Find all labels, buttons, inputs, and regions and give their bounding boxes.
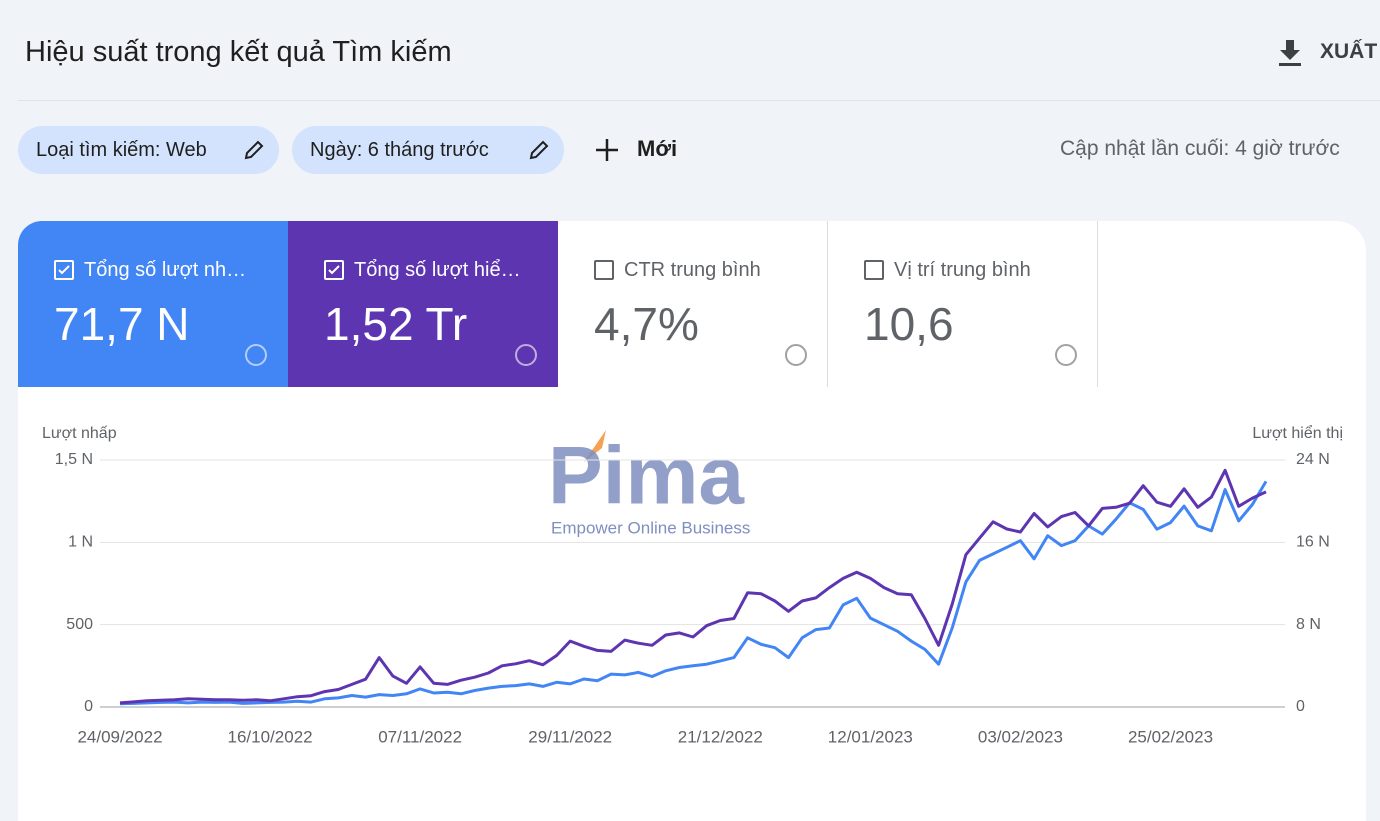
card-label: Vị trí trung bình	[894, 259, 1031, 281]
metric-card[interactable]: Tổng số lượt hiể… 1,52 Tr	[288, 221, 558, 387]
watermark-tagline: Empower Online Business	[551, 518, 750, 537]
y2-tick-label: 0	[1296, 698, 1305, 715]
checkbox	[324, 260, 344, 280]
chip-label: Ngày: 6 tháng trước	[310, 139, 489, 161]
help-icon	[245, 344, 267, 366]
download-icon[interactable]	[1278, 40, 1302, 66]
x-tick-label: 16/10/2022	[228, 727, 313, 746]
metric-card[interactable]: CTR trung bình 4,7%	[558, 221, 828, 387]
chip-label: Loại tìm kiếm: Web	[36, 139, 207, 161]
y2-tick-label: 8 N	[1296, 616, 1321, 633]
card-value: 4,7%	[594, 298, 699, 350]
page: Hiệu suất trong kết quả Tìm kiếm XUẤT Lo…	[18, 36, 1380, 821]
help-icon	[785, 344, 807, 366]
card-value: 1,52 Tr	[324, 298, 468, 350]
y-tick-label: 1,5 N	[55, 451, 93, 468]
x-tick-label: 29/11/2022	[528, 727, 612, 746]
x-tick-label: 12/01/2023	[828, 727, 913, 746]
add-icon[interactable]	[596, 139, 618, 161]
x-tick-label: 07/11/2022	[378, 727, 462, 746]
divider	[18, 100, 1380, 101]
check-path	[328, 265, 340, 275]
x-tick-label: 21/12/2022	[678, 727, 763, 746]
card-label: Tổng số lượt hiể…	[354, 259, 521, 281]
y2-tick-label: 16 N	[1296, 534, 1330, 551]
y2-tick-label: 24 N	[1296, 451, 1330, 468]
new-filter[interactable]: Mới	[637, 136, 678, 161]
export-button[interactable]: XUẤT	[1320, 40, 1378, 63]
metric-card[interactable]: Vị trí trung bình 10,6	[828, 221, 1098, 387]
card-value: 10,6	[864, 298, 954, 350]
last-updated: Cập nhật lần cuối: 4 giờ trước	[1060, 137, 1340, 160]
help-icon	[1055, 344, 1077, 366]
filter-chip[interactable]: Ngày: 6 tháng trước	[292, 126, 564, 174]
checkbox	[864, 260, 884, 280]
logo-arrow	[584, 430, 606, 462]
y2-axis-title: Lượt hiển thị	[1252, 424, 1343, 442]
card-label: Tổng số lượt nh…	[84, 259, 247, 281]
card-label: CTR trung bình	[624, 259, 761, 281]
y-tick-label: 1 N	[68, 534, 93, 551]
x-tick-label: 24/09/2022	[77, 727, 162, 746]
edit-icon	[244, 140, 264, 160]
x-tick-label: 25/02/2023	[1128, 727, 1213, 746]
series-line	[119, 480, 1268, 706]
edit-icon	[529, 140, 549, 160]
series-line	[119, 468, 1267, 705]
x-tick-label: 03/02/2023	[978, 727, 1063, 746]
checkmark	[328, 265, 340, 275]
card-value: 71,7 N	[54, 298, 190, 350]
checkbox	[594, 260, 614, 280]
filter-chip[interactable]: Loại tìm kiếm: Web	[18, 126, 279, 174]
page-title: Hiệu suất trong kết quả Tìm kiếm	[25, 36, 452, 68]
metric-card[interactable]: Tổng số lượt nh… 71,7 N	[18, 221, 288, 387]
y-tick-label: 0	[84, 698, 93, 715]
check-path	[58, 265, 70, 275]
y-axis-title: Lượt nhấp	[42, 425, 117, 442]
y-tick-label: 500	[66, 616, 93, 633]
checkbox	[54, 260, 74, 280]
checkmark	[58, 265, 70, 275]
help-icon	[515, 344, 537, 366]
watermark-brand: Pima	[548, 431, 745, 522]
chart: Pima Empower Online Business Lượt nhấp Lư…	[42, 424, 1343, 746]
